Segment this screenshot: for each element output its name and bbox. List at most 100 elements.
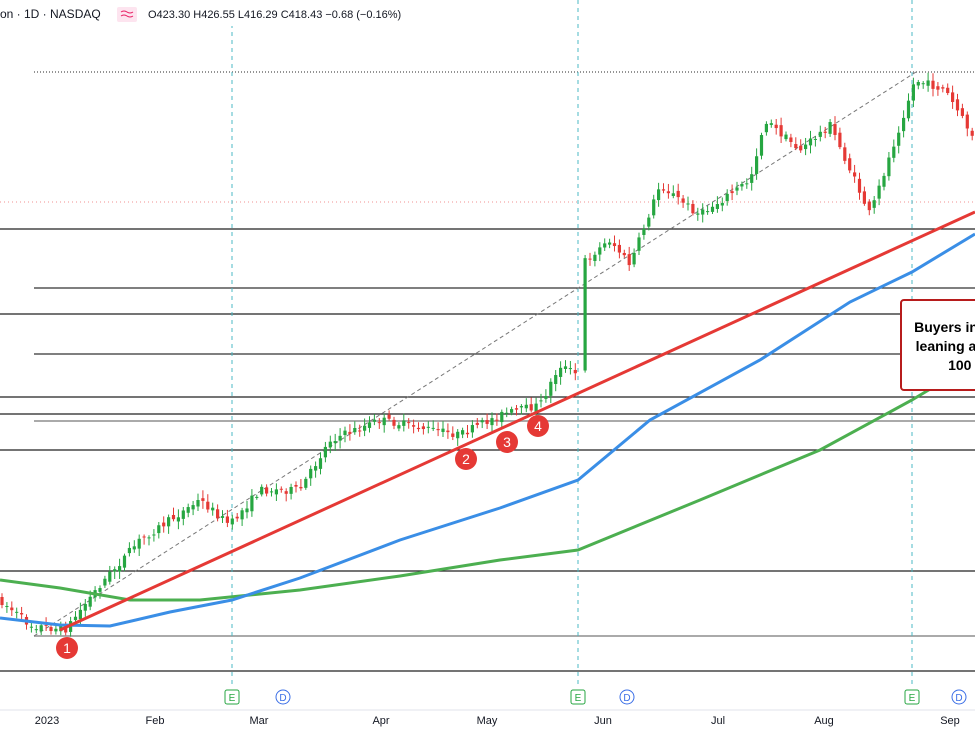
ohlc: O423.30 H426.55 L416.29 C418.43 −0.68 (−… — [148, 9, 401, 21]
candle-body — [813, 138, 817, 140]
marker-badge — [527, 415, 549, 437]
candle-body — [838, 132, 842, 148]
symbol: on · 1D · NASDAQ — [0, 7, 101, 21]
candle-body — [201, 498, 205, 501]
candle-body — [750, 174, 754, 183]
candle-body — [314, 466, 318, 471]
candle-body — [34, 629, 38, 631]
candle-body — [127, 547, 131, 554]
candle-body — [147, 537, 151, 539]
candle-body — [88, 596, 92, 607]
candle-body — [167, 517, 171, 527]
candle-body — [20, 613, 24, 615]
candle-body — [181, 510, 185, 519]
candle-body — [559, 367, 563, 377]
candle-body — [608, 242, 612, 245]
candle-body — [240, 510, 244, 520]
candle-body — [235, 516, 239, 519]
candle-body — [103, 578, 107, 586]
time-axis: 2023 Feb Mar Apr May Jun Jul Aug Sep — [35, 715, 960, 727]
candle-body — [755, 156, 759, 174]
marker-label: 4 — [534, 418, 542, 434]
candles — [0, 72, 974, 637]
candle-body — [769, 123, 773, 125]
candle-body — [171, 514, 176, 520]
ma-100 — [0, 232, 975, 628]
compare-icon — [117, 7, 137, 22]
candle-body — [862, 191, 866, 204]
candle-body — [480, 420, 484, 423]
markers: 1 2 3 4 — [56, 415, 549, 659]
candle-body — [965, 114, 969, 129]
candle-body — [10, 607, 14, 611]
candle-body — [529, 404, 533, 411]
candle-body — [588, 258, 592, 260]
candle-body — [78, 609, 82, 620]
candle-body — [872, 200, 876, 208]
candle-body — [759, 135, 764, 156]
candle-body — [108, 571, 112, 582]
candle-body — [461, 430, 465, 435]
candle-body — [39, 625, 43, 632]
candle-body — [715, 204, 719, 209]
annotation-text: Buyers in — [914, 319, 975, 335]
levels — [0, 71, 975, 672]
candle-body — [784, 134, 788, 140]
candle-body — [441, 428, 445, 432]
candle-body — [681, 198, 685, 203]
annotation-text: leaning a — [916, 338, 975, 354]
candle-body — [328, 441, 332, 448]
event-label: E — [229, 693, 236, 704]
candle-body — [514, 408, 519, 410]
candle-body — [137, 538, 141, 549]
candle-body — [118, 566, 122, 572]
candle-body — [353, 427, 357, 433]
annotation-box — [900, 299, 975, 391]
candle-body — [519, 406, 523, 408]
candle-body — [323, 446, 327, 458]
candle-body — [416, 427, 421, 430]
candle-body — [696, 213, 700, 215]
time-label: Aug — [814, 715, 834, 727]
event-label: E — [575, 693, 582, 704]
candle-body — [490, 418, 494, 426]
candle-body — [931, 80, 935, 89]
candle-body — [451, 433, 455, 437]
candle-body — [627, 254, 631, 266]
candle-body — [823, 131, 827, 133]
candle-body — [926, 80, 930, 86]
candle-body — [642, 229, 646, 235]
candle-body — [808, 138, 813, 146]
candle-body — [225, 516, 229, 523]
candle-body — [563, 366, 568, 369]
time-label: May — [477, 715, 498, 727]
candle-body — [686, 203, 690, 205]
candle-body — [583, 258, 587, 371]
candle-body — [465, 432, 470, 435]
candle-body — [402, 420, 406, 426]
marker-label: 3 — [503, 434, 511, 450]
candle-body — [632, 252, 636, 265]
candle-body — [152, 534, 156, 536]
candle-body — [848, 158, 852, 171]
candle-body — [598, 247, 602, 255]
candle-body — [661, 189, 666, 191]
candle-body — [279, 488, 283, 490]
candle-body — [436, 429, 440, 431]
candle-body — [299, 486, 303, 489]
candle-body — [936, 86, 940, 90]
candle-body — [941, 87, 945, 89]
candle-body — [294, 485, 298, 487]
candle-body — [113, 569, 117, 572]
candle-body — [701, 209, 705, 215]
event-badge — [224, 689, 240, 705]
candle-body — [549, 381, 553, 396]
candle-body — [764, 123, 768, 133]
candle-body — [367, 422, 372, 428]
candle-body — [877, 185, 881, 199]
candle-body — [0, 597, 4, 606]
candle-body — [412, 425, 416, 427]
candle-body — [617, 244, 621, 253]
candle-body — [211, 507, 215, 511]
